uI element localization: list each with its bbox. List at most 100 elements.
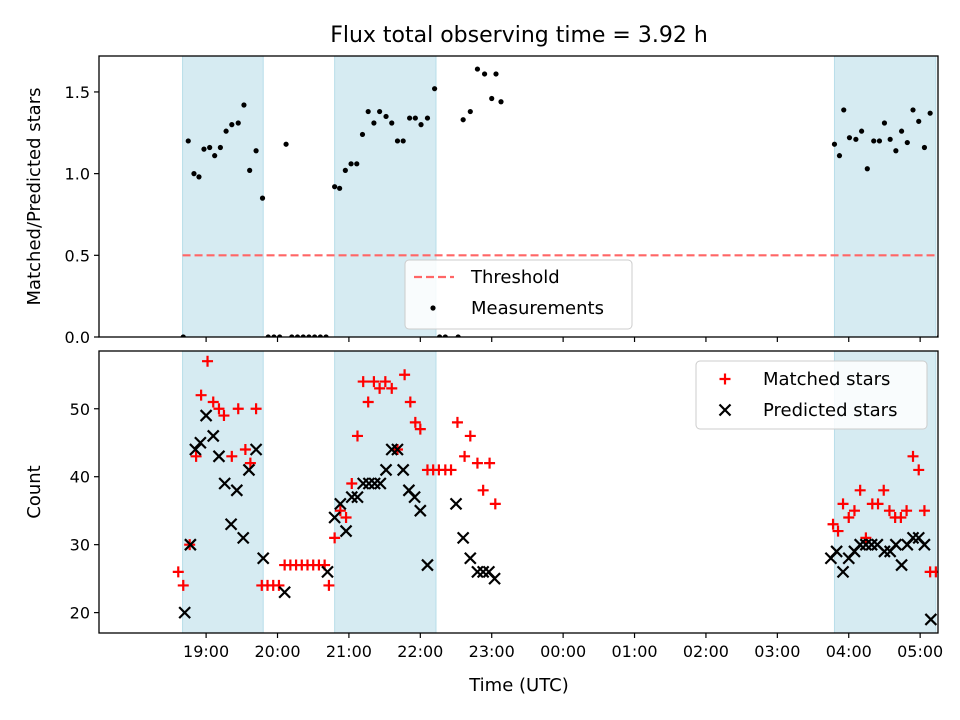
data-point [432, 86, 438, 92]
data-point [256, 551, 270, 565]
y-tick-label: 1.5 [65, 83, 90, 102]
axes-frame [98, 350, 939, 634]
data-point [218, 477, 231, 490]
data-point [199, 409, 213, 422]
observing-window-2 [334, 350, 437, 634]
legend-predicted-swatch [718, 403, 732, 417]
data-point [883, 505, 895, 517]
x-tick-label: 00:00 [540, 642, 586, 661]
data-point [846, 135, 853, 141]
data-point [217, 144, 223, 151]
data-point [484, 457, 496, 469]
data-point [910, 107, 916, 113]
legend: Matched stars Predicted stars [695, 360, 928, 430]
data-point [418, 122, 424, 128]
data-point [876, 138, 883, 144]
data-point [853, 538, 867, 551]
data-point [379, 376, 391, 388]
data-point [362, 396, 374, 408]
data-point [460, 117, 466, 123]
legend-measurements-label: Measurements [471, 298, 604, 319]
data-point [184, 538, 197, 551]
x-tick-label: 02:00 [683, 642, 729, 661]
legend-measurements-swatch [430, 305, 436, 311]
data-point [841, 107, 847, 113]
x-tick-label: 21:00 [326, 642, 372, 661]
data-point [354, 161, 360, 167]
y-axis-label: Matched/Predicted stars [24, 88, 45, 306]
data-point [878, 484, 890, 496]
data-point [941, 334, 946, 339]
data-point [459, 450, 471, 462]
data-point [489, 498, 501, 510]
data-point [253, 148, 259, 154]
data-point [853, 136, 859, 142]
data-point [339, 524, 353, 538]
data-point [362, 477, 376, 490]
data-point [827, 518, 839, 530]
data-point [236, 531, 250, 545]
data-point [918, 505, 930, 517]
data-point [409, 416, 421, 428]
data-point [386, 382, 398, 394]
observing-window-1 [182, 350, 264, 634]
y-tick-label: 1.0 [65, 165, 90, 184]
data-point [383, 113, 389, 120]
data-point [230, 484, 244, 497]
data-point [895, 511, 907, 523]
data-point [924, 613, 938, 626]
observing-window-3 [833, 55, 937, 338]
data-point [232, 403, 244, 415]
data-point [400, 138, 406, 144]
legend-box [695, 360, 928, 430]
data-point [481, 71, 488, 77]
series-matched-stars [172, 355, 938, 591]
data-point [371, 120, 377, 126]
data-point [836, 153, 843, 159]
data-point [249, 443, 263, 456]
y-tick-label: 40 [70, 468, 90, 487]
data-point [864, 166, 870, 172]
x-tick-label: 19:00 [183, 642, 229, 661]
data-point [464, 430, 476, 442]
data-point [242, 463, 256, 477]
x-tick-label: 01:00 [611, 642, 657, 661]
data-point [226, 450, 238, 462]
data-point [859, 538, 873, 551]
data-point [377, 108, 383, 115]
data-point [337, 185, 343, 191]
data-point [368, 477, 381, 490]
data-point [321, 565, 334, 579]
x-tick-label: 05:00 [897, 642, 943, 661]
data-point [172, 566, 184, 578]
ratio-panel: 0.0 0.5 1.0 1.5 Matched/Predicted stars Thres… [24, 55, 946, 347]
data-point [191, 171, 197, 177]
data-point [247, 167, 253, 173]
data-point [374, 382, 386, 394]
data-point [414, 504, 427, 517]
x-axis-label: Time (UTC) [468, 675, 569, 696]
data-point [194, 436, 207, 450]
data-point [913, 464, 925, 476]
data-point [887, 136, 893, 142]
data-point [414, 423, 426, 435]
x-tick-label: 22:00 [397, 642, 443, 661]
legend: Threshold Measurements [404, 259, 633, 330]
data-point [456, 531, 470, 545]
data-point [348, 161, 354, 167]
data-point [365, 108, 371, 115]
data-point [408, 490, 421, 504]
data-point [332, 184, 338, 190]
y-tick-label: 0.0 [65, 328, 90, 347]
data-point [195, 389, 207, 401]
chart-title: Flux total observing time = 3.92 h [330, 23, 708, 48]
data-point [212, 153, 218, 159]
data-point [212, 450, 226, 463]
data-point [357, 376, 369, 388]
observing-window-1 [182, 55, 264, 338]
data-point [927, 110, 933, 116]
data-point [379, 463, 393, 477]
data-point [871, 138, 877, 144]
data-point [213, 403, 225, 415]
data-point [177, 579, 189, 591]
